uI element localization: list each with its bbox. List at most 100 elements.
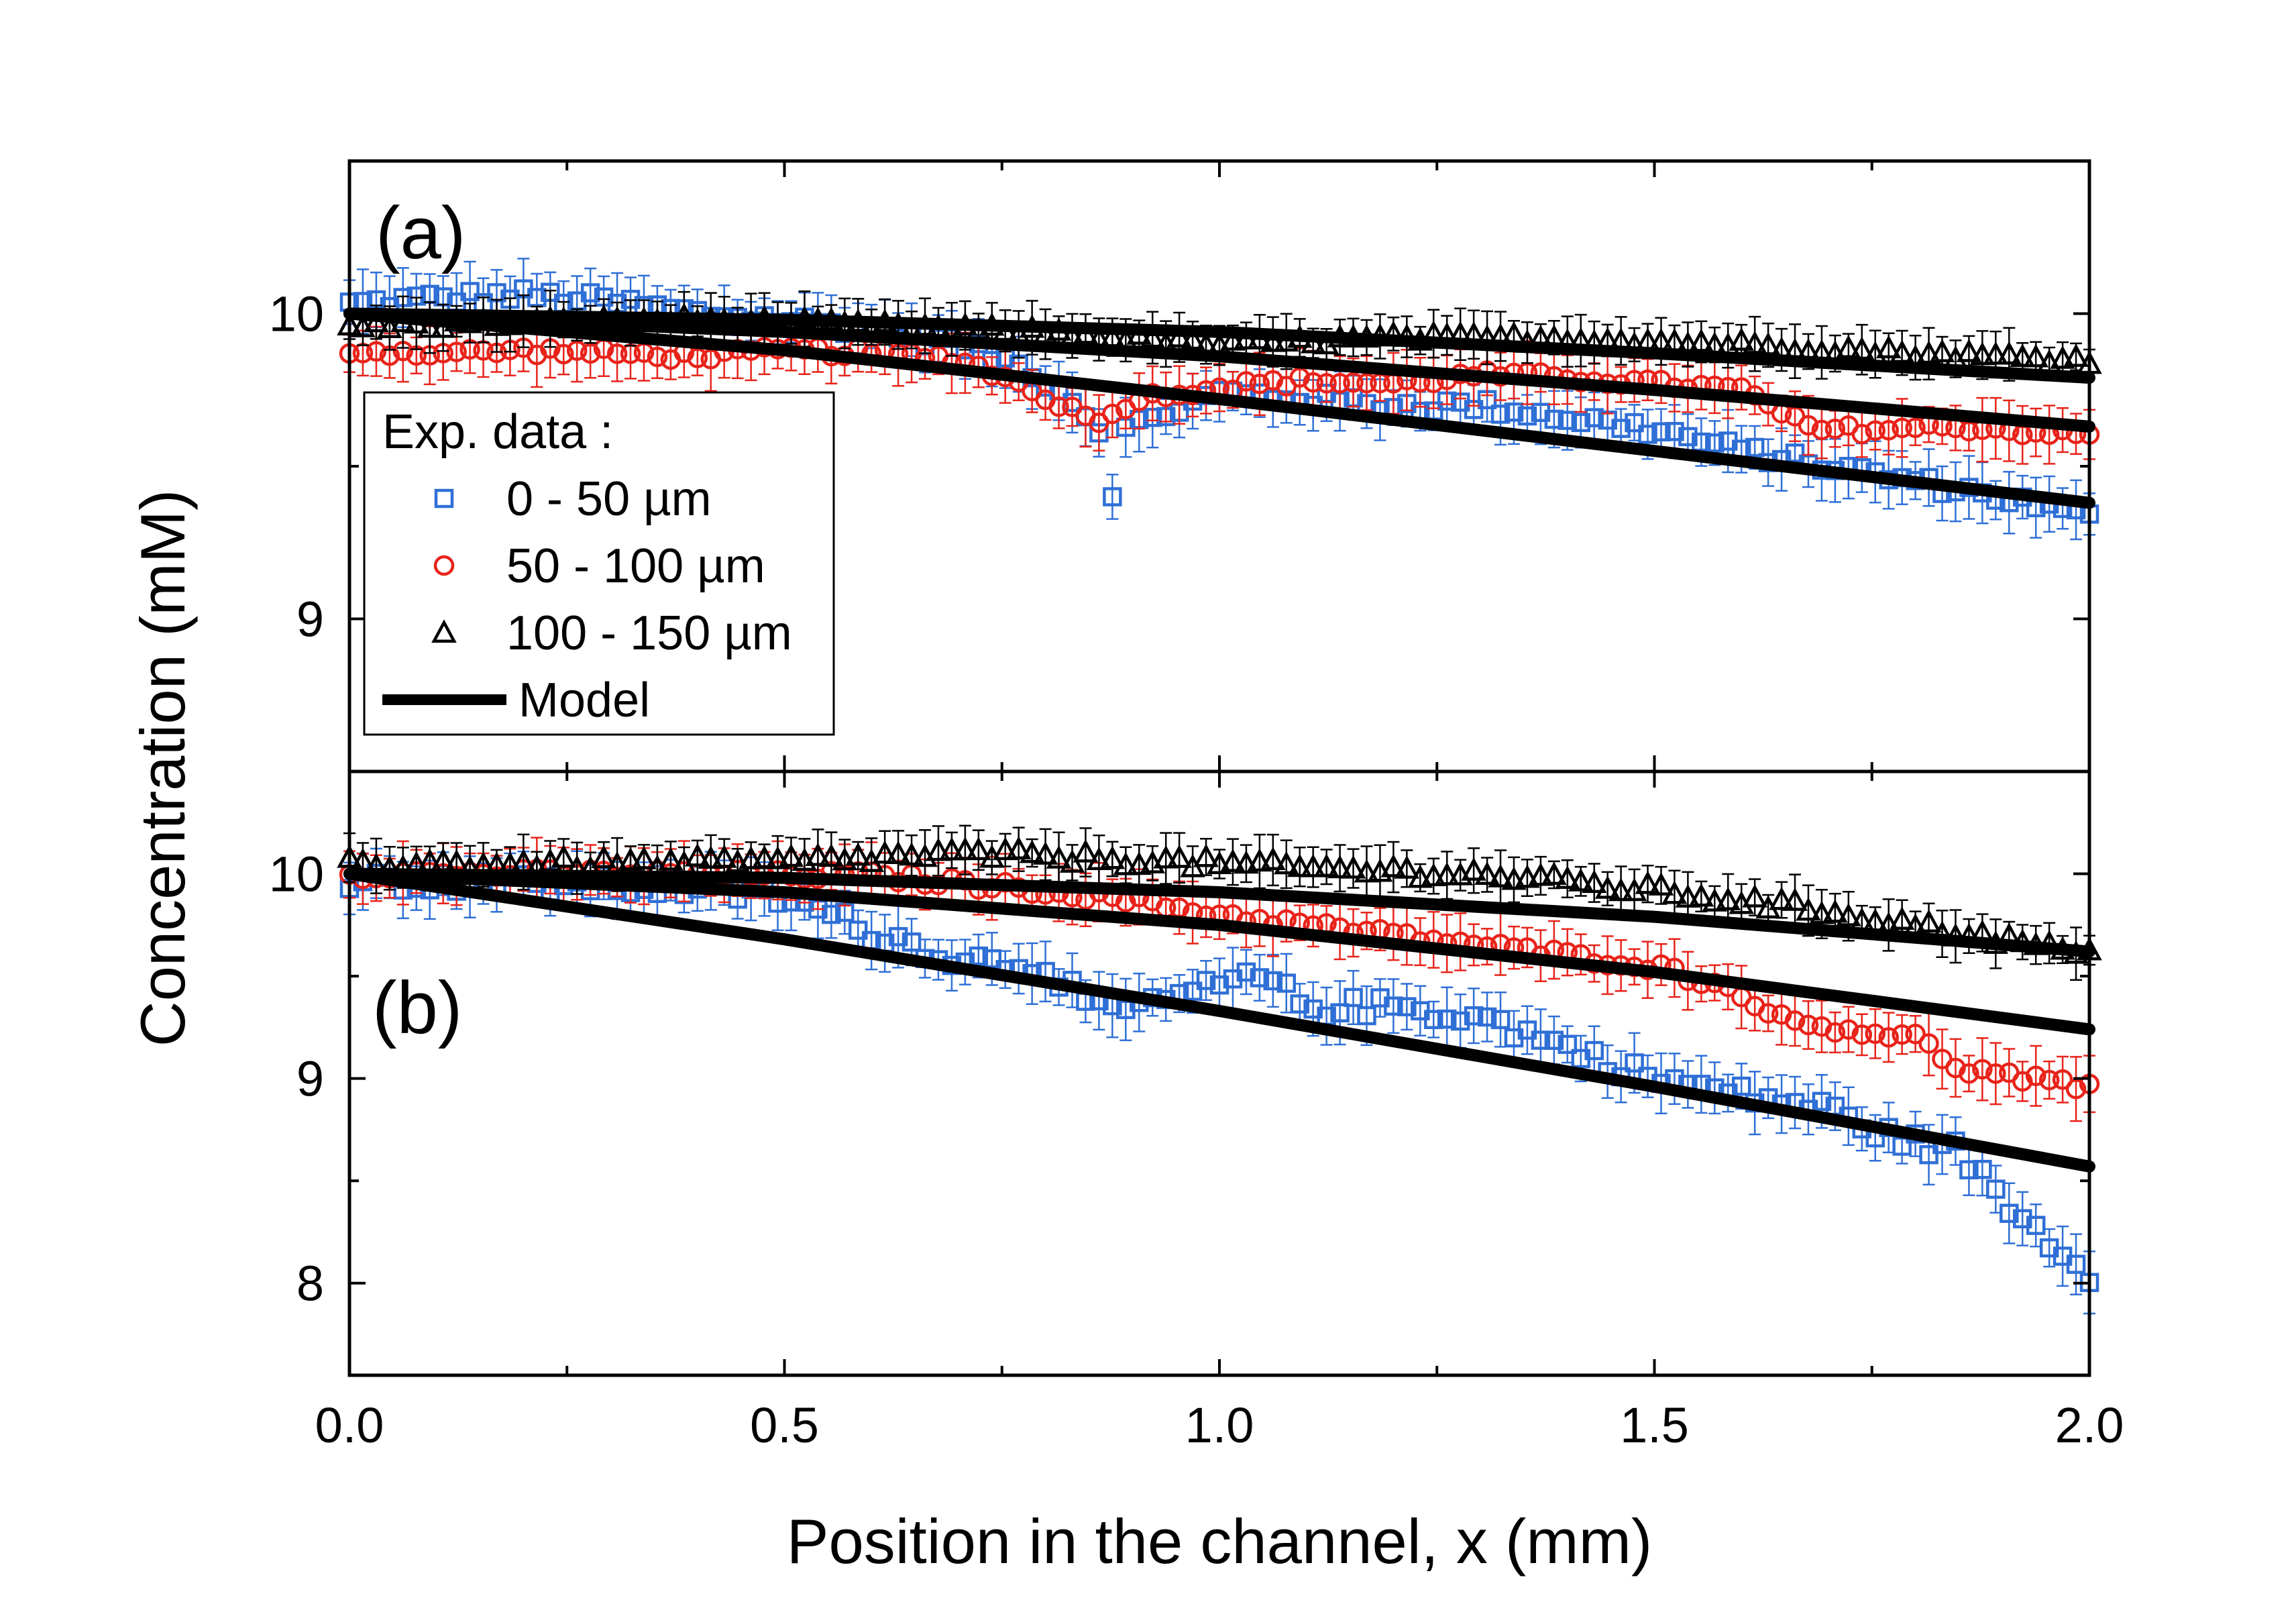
data-point [1544,1030,1564,1051]
data-point [1892,417,1912,439]
data-point [1073,839,1099,863]
data-point [1303,372,1323,393]
data-point [1528,862,1553,886]
data-point [765,845,791,869]
data-point [1916,909,1942,933]
x-axis-label: Position in the channel, x (mm) [787,1506,1652,1576]
data-point [1263,971,1283,991]
data-point [1648,872,1674,896]
data-point [1236,371,1257,392]
data-point [939,837,965,861]
data-point [1769,886,1794,910]
data-point [2023,343,2048,368]
data-point [1796,897,1821,921]
data-point [1343,372,1364,393]
data-point [1517,406,1537,426]
data-point [1450,1011,1470,1031]
data-point [1019,839,1045,863]
data-point [1102,403,1123,425]
data-point [1048,396,1069,417]
data-point [1477,1007,1497,1027]
data-point [751,845,777,869]
data-point [1745,437,1765,458]
data-point [1729,327,1754,351]
legend-marker-circle [433,555,455,576]
data-point [1397,997,1417,1016]
model-line-0-50-m [343,867,2095,1173]
data-point [1611,419,1631,438]
data-point [551,844,577,868]
panel-a-ticks: 9 10 [269,160,2091,773]
data-point [1865,420,1885,441]
data-point [2052,1069,2073,1090]
data-point [1849,336,1875,360]
data-point [1584,408,1604,427]
data-point [2050,345,2075,369]
data-point [1983,341,2009,365]
legend-entry-50-100: 50 - 100 µm [506,539,765,593]
data-point [1407,864,1433,888]
data-point [2066,1254,2086,1274]
legend-title: Exp. data : [382,405,613,459]
data-point [1032,841,1058,865]
data-point [872,840,897,864]
data-point [1651,422,1671,441]
data-point [1183,981,1203,1001]
data-point [366,341,387,362]
data-point [1784,1010,1806,1031]
data-point [1919,1144,1938,1165]
y-tick-label: 10 [269,847,324,902]
data-point [1705,433,1725,453]
data-point [1798,415,1819,436]
data-point [647,346,668,368]
data-point [2038,1069,2060,1091]
data-point [698,845,724,869]
legend-entry-0-50: 0 - 50 µm [506,472,712,526]
data-point [1959,421,1979,442]
data-point [1193,843,1219,867]
data-point [1742,330,1767,354]
data-point [1875,335,1902,359]
data-point [446,341,467,362]
x-tick-label: 0.0 [315,1397,384,1453]
data-point [1557,411,1578,430]
data-point [566,340,588,361]
x-tick-labels: 0.0 0.5 1.0 1.5 2.0 [315,1397,2124,1453]
data-point [1504,403,1524,422]
model-line-0-50-m [343,307,2095,509]
data-point [1260,847,1286,870]
data-point [1905,1024,1926,1045]
data-point [1046,845,1072,869]
data-point [606,343,628,364]
data-point [2063,343,2089,367]
data-point [952,837,978,861]
data-point [1688,883,1714,907]
data-point [1340,855,1366,879]
data-point [1838,1019,1859,1040]
legend-marker-square [434,488,454,509]
panel-b: 8 9 10 (b) [269,769,2102,1377]
data-point [687,347,708,368]
data-point [1972,1059,1993,1080]
data-point [982,949,1002,969]
y-axis-label: Concentration (mM) [127,490,198,1047]
data-point [1798,1014,1819,1036]
x-tick-label: 1.5 [1620,1397,1689,1453]
data-point [1250,968,1270,987]
data-point [1731,1076,1751,1096]
data-point [1329,373,1350,394]
data-point [885,841,911,865]
data-point [1584,1040,1604,1061]
data-point [1488,863,1513,888]
y-tick-label: 10 [269,286,324,342]
data-point [1702,888,1728,912]
data-point [417,314,443,338]
data-point [1464,1006,1484,1026]
model-line-100-150-m [343,307,2095,384]
data-point [1384,996,1403,1016]
data-point [845,842,871,866]
model-line-50-100-m [343,307,2095,433]
data-point [1905,417,1926,438]
data-point [848,920,868,940]
